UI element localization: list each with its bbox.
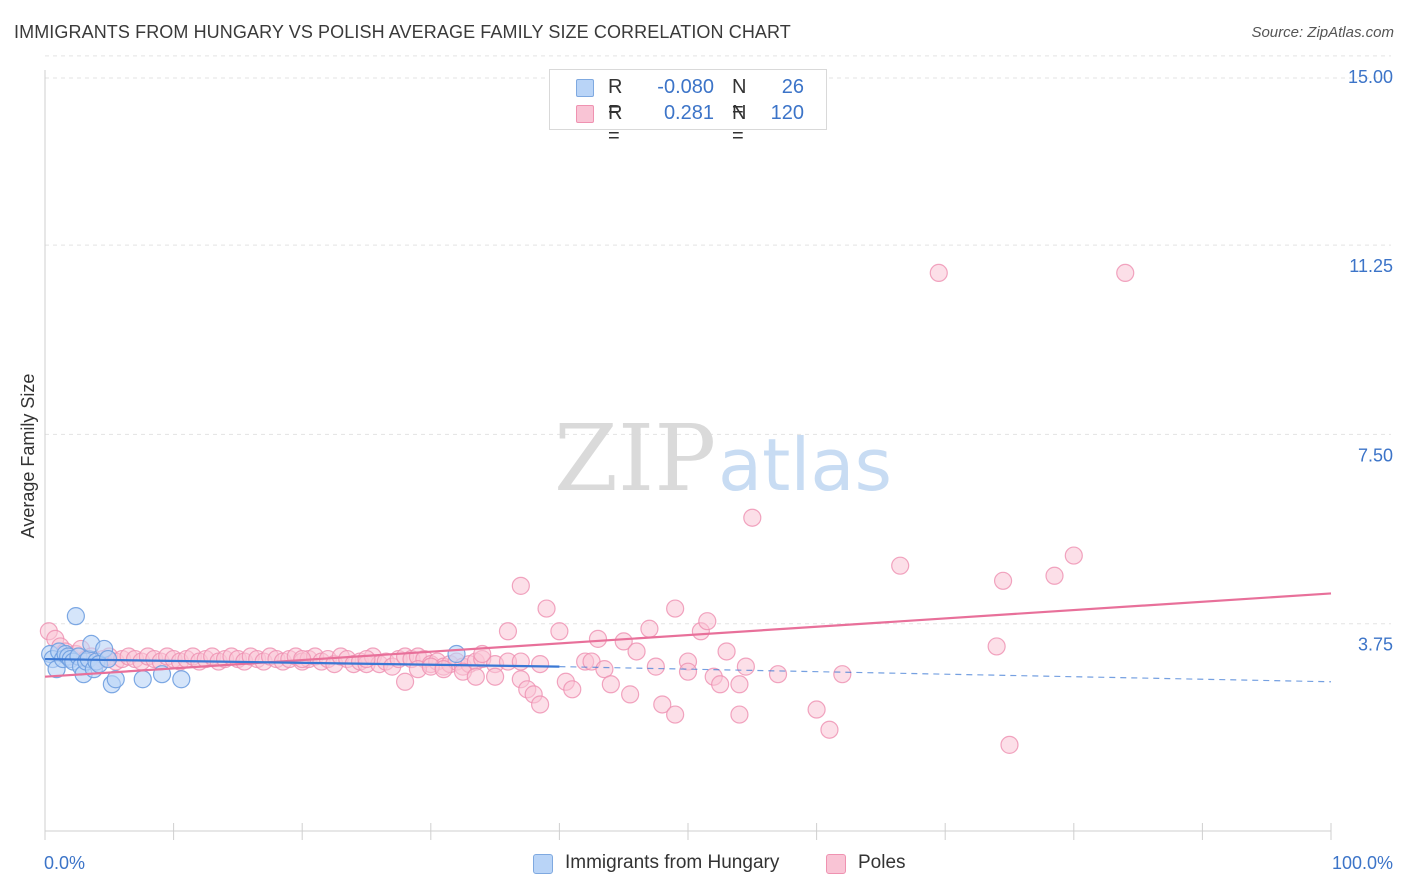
data-point-hungary bbox=[106, 670, 125, 689]
legend-r-label: R = bbox=[608, 76, 623, 121]
data-point-poles bbox=[730, 705, 749, 724]
legend-n-label: N = bbox=[732, 76, 747, 121]
y-tick-label: 7.50 bbox=[1358, 445, 1393, 465]
y-tick-labels: 3.75 7.50 11.25 15.00 bbox=[1348, 67, 1393, 655]
data-point-poles bbox=[1064, 546, 1083, 565]
y-tick-label: 3.75 bbox=[1358, 635, 1393, 655]
chart-title: IMMIGRANTS FROM HUNGARY VS POLISH AVERAG… bbox=[14, 22, 791, 42]
legend-label-poles: Poles bbox=[858, 852, 906, 873]
data-point-poles bbox=[550, 622, 569, 641]
data-point-poles bbox=[743, 508, 762, 527]
legend-r-value: 0.281 bbox=[663, 102, 714, 124]
data-point-poles bbox=[627, 642, 646, 661]
data-point-hungary bbox=[172, 670, 191, 689]
chart-source: Source: ZipAtlas.com bbox=[1251, 24, 1394, 41]
data-point-poles bbox=[486, 667, 505, 686]
data-point-poles bbox=[466, 667, 485, 686]
data-point-hungary bbox=[133, 670, 152, 689]
data-point-poles bbox=[563, 680, 582, 699]
data-point-poles bbox=[666, 599, 685, 618]
trend-line-hungary bbox=[44, 657, 560, 668]
data-point-poles bbox=[987, 637, 1006, 656]
y-tick-label: 11.25 bbox=[1349, 256, 1393, 276]
legend-n-value: 26 bbox=[781, 76, 804, 98]
x-tick-label: 0.0% bbox=[44, 853, 85, 873]
legend-box-hungary bbox=[533, 854, 553, 874]
data-point-poles bbox=[678, 662, 698, 681]
data-point-poles bbox=[531, 654, 550, 674]
y-axis-label: Average Family Size bbox=[18, 374, 38, 539]
data-point-poles bbox=[601, 675, 620, 694]
data-point-poles bbox=[511, 652, 530, 671]
data-point-poles bbox=[537, 599, 556, 618]
x-ticks bbox=[44, 823, 1332, 840]
legend-r-label: R = bbox=[608, 102, 623, 147]
x-tick-label: 100.0% bbox=[1332, 853, 1393, 873]
data-point-poles bbox=[820, 720, 839, 739]
correlation-legend: R = -0.080 N = 26 R = 0.281 N = 120 bbox=[549, 69, 827, 147]
data-point-poles bbox=[736, 657, 755, 676]
data-point-poles bbox=[891, 556, 910, 575]
y-tick-label: 15.00 bbox=[1348, 67, 1393, 87]
legend-swatch-hungary bbox=[576, 79, 594, 97]
data-point-poles bbox=[595, 660, 614, 679]
data-point-poles bbox=[646, 657, 665, 676]
grid-lines bbox=[45, 55, 1391, 625]
watermark-zip: ZIP bbox=[554, 405, 716, 512]
legend-n-label: N = bbox=[732, 102, 747, 147]
data-point-poles bbox=[730, 675, 749, 694]
data-point-poles bbox=[711, 675, 730, 694]
trend-line-hungary-extension bbox=[559, 666, 1332, 683]
data-point-poles bbox=[614, 632, 633, 651]
data-point-poles bbox=[357, 649, 376, 669]
data-point-poles bbox=[531, 695, 550, 714]
data-point-poles bbox=[434, 660, 453, 679]
data-point-poles bbox=[1000, 735, 1019, 754]
series-legend: Immigrants from Hungary Poles bbox=[0, 851, 1406, 879]
data-point-poles bbox=[653, 695, 672, 714]
watermark-atlas: atlas bbox=[718, 423, 892, 507]
data-point-poles bbox=[588, 629, 608, 648]
x-tick-labels: 0.0% 100.0% bbox=[44, 853, 1393, 873]
watermark: ZIP atlas bbox=[554, 405, 892, 512]
legend-label-hungary: Immigrants from Hungary bbox=[565, 852, 780, 873]
data-point-poles bbox=[621, 685, 640, 704]
data-point-poles bbox=[666, 705, 685, 724]
data-point-poles bbox=[640, 619, 659, 638]
data-point-poles bbox=[833, 665, 852, 684]
legend-box-poles bbox=[826, 854, 846, 874]
data-point-poles bbox=[498, 622, 518, 641]
data-point-poles bbox=[1045, 566, 1064, 585]
data-point-hungary bbox=[447, 644, 466, 664]
data-point-poles bbox=[698, 612, 717, 631]
data-point-poles bbox=[807, 700, 826, 719]
data-point-poles bbox=[1116, 263, 1135, 283]
data-point-poles bbox=[993, 571, 1013, 590]
data-point-poles bbox=[395, 672, 415, 691]
legend-n-value: 120 bbox=[770, 102, 804, 124]
data-point-hungary bbox=[66, 607, 85, 626]
legend-swatch-poles bbox=[576, 105, 594, 123]
data-point-poles bbox=[511, 576, 530, 595]
data-point-poles bbox=[768, 665, 788, 684]
trend-lines bbox=[44, 592, 1332, 683]
data-point-poles bbox=[929, 263, 948, 283]
legend-r-value: -0.080 bbox=[657, 76, 714, 98]
data-point-poles bbox=[717, 642, 736, 661]
